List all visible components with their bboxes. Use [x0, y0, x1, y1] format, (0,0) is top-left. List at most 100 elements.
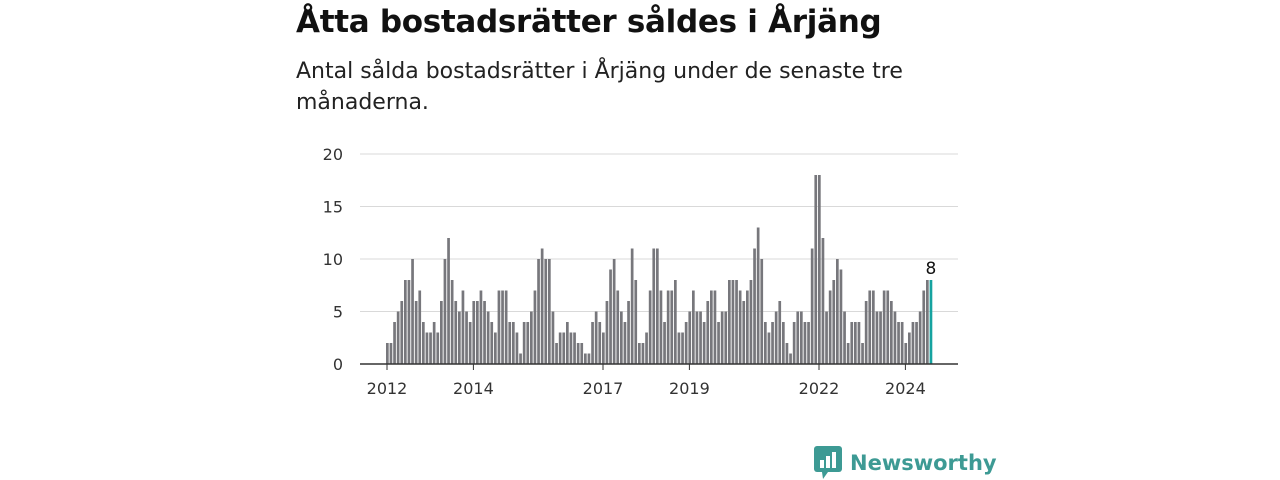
bar: [483, 301, 486, 364]
bar: [533, 290, 537, 364]
bar: [821, 238, 825, 364]
bar: [555, 343, 558, 364]
bar: [429, 332, 432, 364]
bar: [447, 238, 450, 364]
bar: [540, 248, 544, 364]
bar: [519, 353, 522, 364]
bar: [713, 290, 717, 364]
bar: [677, 332, 681, 364]
bar: [396, 311, 400, 364]
bar: [584, 353, 587, 364]
bar: [400, 301, 404, 364]
bar: [393, 322, 396, 364]
bar: [508, 322, 512, 364]
bar: [648, 290, 652, 364]
x-tick-label-2012: 2012: [367, 379, 408, 398]
bar: [443, 259, 447, 364]
bar: [641, 343, 645, 364]
bar: [890, 301, 893, 364]
bar: [832, 280, 836, 364]
bar: [580, 343, 584, 364]
bar: [465, 311, 468, 364]
bar: [663, 322, 666, 364]
bar: [897, 322, 900, 364]
bar-latest: [929, 280, 933, 364]
bar: [425, 332, 429, 364]
bar: [494, 332, 497, 364]
bar: [573, 332, 576, 364]
bar: [659, 290, 663, 364]
bar: [846, 343, 850, 364]
bar: [587, 353, 591, 364]
y-tick-label-15: 15: [323, 198, 343, 217]
bar: [634, 280, 638, 364]
bar: [476, 301, 479, 364]
bar: [843, 311, 846, 364]
bar: [868, 290, 872, 364]
bar: [468, 322, 472, 364]
bar: [872, 290, 875, 364]
y-tick-label-5: 5: [333, 303, 343, 322]
bar: [612, 259, 616, 364]
bar: [731, 280, 735, 364]
bar: [803, 322, 807, 364]
bar: [753, 248, 756, 364]
bar: [706, 301, 710, 364]
bar: [699, 311, 702, 364]
bar: [566, 322, 569, 364]
bar: [814, 175, 818, 364]
bar: [854, 322, 857, 364]
bar: [576, 343, 580, 364]
bar: [789, 353, 792, 364]
bar: [807, 322, 810, 364]
bar: [767, 332, 771, 364]
bar: [620, 311, 623, 364]
bar: [900, 322, 904, 364]
bar: [490, 322, 494, 364]
bar: [526, 322, 530, 364]
latest-value-label: 8: [926, 259, 937, 279]
x-tick-label-2019: 2019: [669, 379, 710, 398]
bar: [792, 322, 796, 364]
newsworthy-logo[interactable]: Newsworthy: [814, 446, 997, 480]
bar: [414, 301, 418, 364]
chart-title: Åtta bostadsrätter såldes i Årjäng: [296, 4, 882, 40]
bar: [670, 290, 674, 364]
bar: [818, 175, 821, 364]
bar: [674, 280, 677, 364]
bar: [922, 290, 926, 364]
bar: [684, 322, 688, 364]
bar: [882, 290, 886, 364]
bar: [724, 311, 728, 364]
bar: [850, 322, 854, 364]
bar: [652, 248, 656, 364]
bar: [825, 311, 828, 364]
bar: [720, 311, 724, 364]
bar: [544, 259, 548, 364]
bar: [681, 332, 684, 364]
bar: [760, 259, 764, 364]
bar: [638, 343, 641, 364]
bar: [609, 269, 612, 364]
brand-name: Newsworthy: [850, 451, 997, 475]
bar: [735, 280, 738, 364]
x-tick-label-2014: 2014: [453, 379, 494, 398]
x-axis: [360, 363, 958, 370]
bar: [436, 332, 440, 364]
bar: [828, 290, 832, 364]
bar: [386, 343, 389, 364]
bar: [742, 301, 746, 364]
bar: [785, 343, 789, 364]
bar: [774, 311, 778, 364]
newsworthy-chart-icon: [814, 446, 842, 479]
bar: [562, 332, 566, 364]
bar: [450, 280, 454, 364]
bar: [771, 322, 774, 364]
bar: [591, 322, 594, 364]
bar: [810, 248, 814, 364]
bar: [598, 322, 602, 364]
bar: [908, 332, 911, 364]
bar: [666, 290, 670, 364]
bar: [458, 311, 461, 364]
bar: [389, 343, 393, 364]
